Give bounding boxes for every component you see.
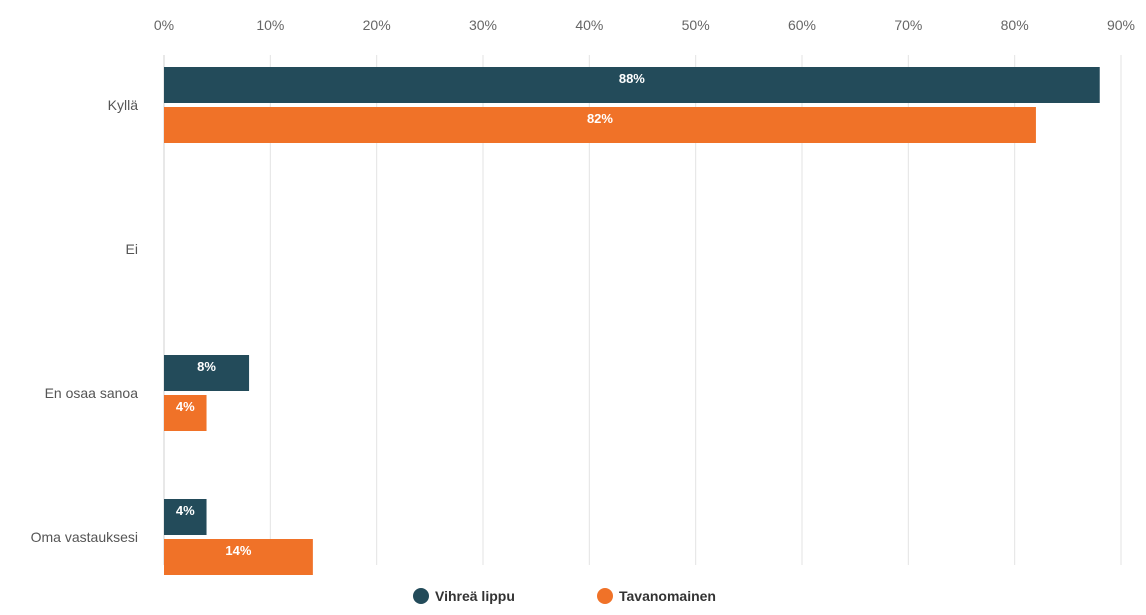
- bar-value-label: 8%: [197, 359, 216, 374]
- bar-value-label: 82%: [587, 111, 613, 126]
- bar-value-label: 88%: [619, 71, 645, 86]
- legend: Vihreä lippu Tavanomainen: [413, 588, 716, 604]
- legend-label[interactable]: Tavanomainen: [619, 588, 716, 604]
- x-tick-label: 30%: [469, 17, 497, 33]
- legend-marker[interactable]: [413, 588, 429, 604]
- bars: 88% 82% 8% 4% 4% 14%: [164, 67, 1100, 575]
- category-label: En osaa sanoa: [45, 385, 139, 401]
- x-tick-label: 0%: [154, 17, 174, 33]
- legend-marker[interactable]: [597, 588, 613, 604]
- x-axis-ticks: 0% 10% 20% 30% 40% 50% 60% 70% 80% 90%: [154, 17, 1135, 33]
- bar: [164, 499, 207, 535]
- category-label: Ei: [126, 241, 138, 257]
- x-tick-label: 10%: [256, 17, 284, 33]
- bar: [164, 67, 1100, 103]
- category-label: Oma vastauksesi: [31, 529, 138, 545]
- x-tick-label: 80%: [1001, 17, 1029, 33]
- x-tick-label: 60%: [788, 17, 816, 33]
- bar-value-label: 14%: [225, 543, 251, 558]
- bar-value-label: 4%: [176, 503, 195, 518]
- category-labels: Kyllä Ei En osaa sanoa Oma vastauksesi: [31, 97, 139, 545]
- bar-value-label: 4%: [176, 399, 195, 414]
- bar: [164, 395, 207, 431]
- x-tick-label: 40%: [575, 17, 603, 33]
- x-tick-label: 70%: [894, 17, 922, 33]
- x-tick-label: 20%: [363, 17, 391, 33]
- bar: [164, 355, 250, 391]
- bar: [164, 539, 313, 575]
- x-tick-label: 50%: [682, 17, 710, 33]
- legend-label[interactable]: Vihreä lippu: [435, 588, 515, 604]
- x-tick-label: 90%: [1107, 17, 1135, 33]
- category-label: Kyllä: [108, 97, 139, 113]
- bar: [164, 107, 1036, 143]
